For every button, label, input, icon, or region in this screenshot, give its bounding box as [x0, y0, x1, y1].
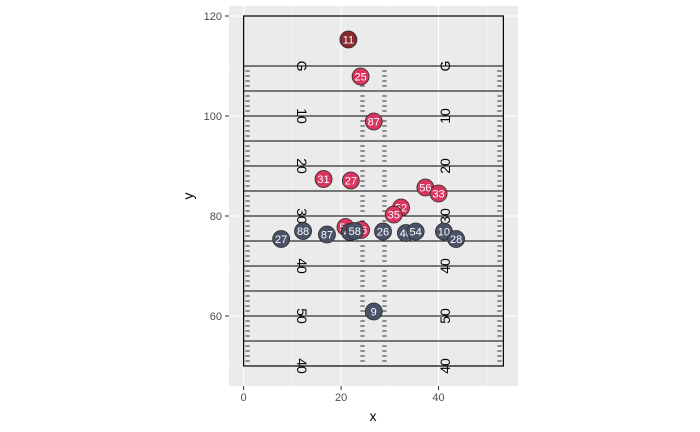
- player-number-label: 56: [419, 183, 431, 195]
- yard-number-label: 10: [294, 108, 310, 124]
- yard-number-label: 50: [294, 308, 310, 324]
- player-number-label: 25: [354, 72, 366, 84]
- player-number-label: 11: [343, 35, 354, 47]
- player-number-label: 33: [432, 189, 444, 201]
- hash-marks: [245, 70, 502, 362]
- player-number-label: 88: [297, 226, 309, 238]
- y-tick-label: 60: [210, 311, 222, 323]
- player-point: [294, 222, 312, 240]
- yard-number-label: 40: [437, 258, 453, 274]
- player-point: [351, 67, 370, 86]
- player-number-label: 27: [275, 234, 287, 246]
- y-tick-label: 80: [210, 211, 222, 223]
- yard-numbers: 40 40 50 50 40 40 30 30 20 20 10 10 G G: [294, 61, 453, 374]
- player-number-label: 87: [321, 230, 333, 242]
- player-point: [429, 184, 448, 203]
- y-tick-label: 120: [204, 11, 222, 23]
- player-point: [345, 222, 364, 240]
- player-point: [406, 222, 425, 241]
- plot-panel: [229, 6, 518, 386]
- player-number-label: 28: [450, 234, 462, 246]
- yard-number-label: 30: [294, 208, 310, 224]
- yard-number-label: 40: [437, 358, 453, 374]
- player-number-label: 31: [317, 174, 329, 186]
- x-tick-label: 0: [241, 392, 247, 404]
- player-point: [374, 222, 392, 241]
- yard-number-label: 30: [437, 208, 453, 224]
- yard-number-label: 20: [294, 158, 310, 174]
- player-point: [272, 230, 291, 248]
- player-point: [364, 112, 383, 131]
- player-points: 1125873127563352355996278887495826405410…: [272, 30, 466, 321]
- player-number-label: 27: [345, 176, 357, 188]
- yard-number-label: 50: [437, 308, 453, 324]
- player-point: [318, 225, 336, 244]
- player-number-label: 26: [377, 227, 389, 239]
- player-number-label: 58: [349, 226, 361, 238]
- player-point: [339, 30, 358, 49]
- x-tick-label: 40: [432, 392, 444, 404]
- yard-number-label: 20: [437, 158, 453, 174]
- player-number-label: 10: [438, 227, 450, 239]
- player-point: [447, 230, 466, 248]
- yard-number-label: 10: [437, 108, 453, 124]
- player-number-label: 9: [371, 307, 377, 319]
- player-number-label: 87: [368, 117, 380, 129]
- player-point: [341, 171, 360, 190]
- y-tick-label: 100: [204, 111, 222, 123]
- player-point: [314, 170, 333, 188]
- yard-number-label: 40: [294, 258, 310, 274]
- y-axis-title: y: [180, 193, 196, 200]
- player-number-label: 35: [388, 210, 400, 222]
- x-axis-title: x: [370, 408, 377, 424]
- axes: 0 20 40 60 80 100 120: [204, 11, 445, 404]
- player-point: [384, 205, 403, 224]
- yard-number-label: G: [437, 61, 453, 72]
- player-number-label: 54: [410, 227, 422, 239]
- yard-number-label: G: [294, 61, 310, 72]
- x-tick-label: 20: [335, 392, 347, 404]
- yard-number-label: 40: [294, 358, 310, 374]
- player-point: [364, 302, 383, 321]
